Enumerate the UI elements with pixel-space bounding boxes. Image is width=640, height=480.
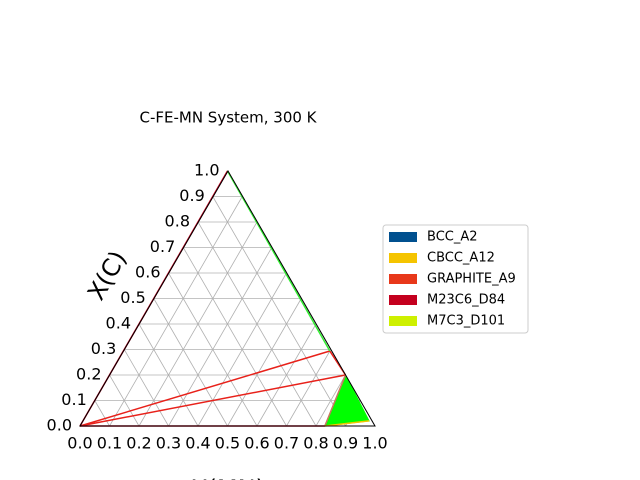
y-tick-label: 0.5 bbox=[120, 288, 145, 307]
grid-line bbox=[123, 349, 169, 427]
grid-line bbox=[182, 247, 287, 427]
x-tick-label: 0.0 bbox=[67, 434, 92, 453]
y-tick-label: 0.8 bbox=[165, 212, 190, 231]
legend-label: GRAPHITE_A9 bbox=[427, 272, 516, 287]
grid-line bbox=[168, 247, 273, 427]
y-tick-label: 0.7 bbox=[150, 237, 175, 256]
phase-boundary bbox=[79, 374, 346, 427]
x-tick-label: 0.3 bbox=[156, 434, 181, 453]
x-tick-label: 0.8 bbox=[303, 434, 328, 453]
x-tick-label: 1.0 bbox=[362, 434, 387, 453]
chart-title: C-FE-MN System, 300 K bbox=[139, 109, 317, 127]
legend-swatch bbox=[389, 316, 417, 326]
y-tick-label: 0.6 bbox=[135, 263, 160, 282]
y-tick-label: 0.0 bbox=[47, 416, 72, 435]
grid-line bbox=[197, 221, 317, 427]
grid-line bbox=[153, 298, 228, 427]
x-tick-label: 0.7 bbox=[274, 434, 299, 453]
triangle-frame bbox=[79, 170, 376, 427]
x-tick-label: 0.4 bbox=[185, 434, 210, 453]
x-axis-label: X(MN) bbox=[191, 475, 265, 480]
y-tick-label: 0.9 bbox=[179, 186, 204, 205]
legend-swatch bbox=[389, 232, 417, 242]
x-tick-label: 0.9 bbox=[333, 434, 358, 453]
grid-line bbox=[168, 272, 258, 427]
x-tick-label: 0.5 bbox=[215, 434, 240, 453]
legend-swatch bbox=[389, 274, 417, 284]
phase-boundary bbox=[79, 350, 331, 427]
phase-boundary bbox=[324, 420, 370, 427]
y-tick-label: 1.0 bbox=[194, 161, 219, 180]
grid-line bbox=[94, 400, 110, 427]
legend-label: M7C3_D101 bbox=[427, 314, 505, 329]
grid-line bbox=[109, 374, 140, 427]
y-tick-label: 0.2 bbox=[76, 365, 101, 384]
phase-boundary bbox=[324, 374, 347, 427]
y-tick-label: 0.3 bbox=[91, 339, 116, 358]
grid-line bbox=[212, 196, 346, 427]
legend-label: BCC_A2 bbox=[427, 230, 478, 245]
legend-box bbox=[382, 224, 529, 334]
x-tick-label: 0.6 bbox=[244, 434, 269, 453]
legend-label: CBCC_A12 bbox=[427, 251, 495, 266]
phase-boundary bbox=[226, 170, 331, 352]
grid-line bbox=[227, 298, 302, 427]
y-tick-label: 0.4 bbox=[106, 314, 131, 333]
legend-swatch bbox=[389, 295, 417, 305]
grid-line bbox=[109, 196, 243, 427]
x-tick-label: 0.1 bbox=[97, 434, 122, 453]
y-tick-label: 0.1 bbox=[61, 390, 86, 409]
legend-label: M23C6_D84 bbox=[427, 293, 505, 308]
grid-line bbox=[286, 349, 332, 427]
legend-swatch bbox=[389, 253, 417, 263]
x-tick-label: 0.2 bbox=[126, 434, 151, 453]
grid-line bbox=[138, 323, 199, 427]
